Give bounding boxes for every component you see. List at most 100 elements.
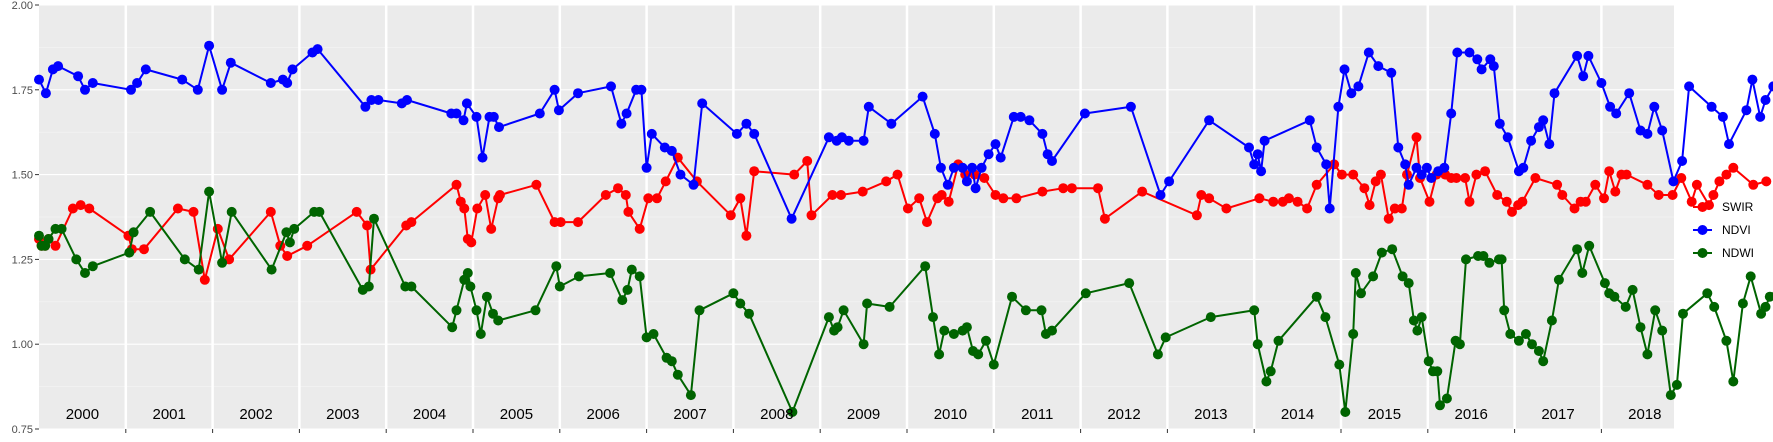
ndwi-point [1320, 312, 1331, 323]
ndwi-point [1340, 407, 1351, 417]
ndvi-point [1488, 61, 1499, 72]
ndwi-point [939, 325, 950, 336]
ndvi-point [1747, 74, 1758, 85]
swir-point [1604, 166, 1615, 177]
ndwi-point [1348, 329, 1359, 339]
ndwi-point [1484, 257, 1495, 268]
ndwi-point [1671, 379, 1682, 390]
ndvi-point [282, 78, 293, 88]
year-label: 2009 [847, 406, 880, 423]
legend-key-point [1697, 225, 1708, 235]
ndvi-point [636, 84, 647, 95]
swir-point [1191, 210, 1202, 221]
ndvi-point [1476, 64, 1487, 75]
ndwi-point [884, 301, 895, 312]
ndvi-point [1741, 105, 1752, 116]
year-label: 2012 [1107, 406, 1140, 423]
ndvi-point [1400, 159, 1411, 170]
swir-point [990, 190, 1001, 200]
ndwi-point [1265, 366, 1276, 377]
swir-point [84, 203, 95, 214]
ndvi-point [1668, 176, 1679, 187]
ndwi-point [1160, 332, 1171, 343]
swir-point [1137, 186, 1148, 197]
swir-point [1714, 176, 1725, 187]
year-label: 2002 [239, 406, 272, 423]
ndvi-point [1403, 179, 1414, 190]
ndvi-point [606, 81, 616, 92]
ndwi-point [475, 329, 486, 339]
ndvi-point [1125, 101, 1136, 112]
ndvi-point [621, 108, 632, 119]
ndvi-point [1339, 64, 1350, 75]
y-tick-label: 0.75 [12, 424, 33, 436]
ndwi-point [1721, 335, 1732, 346]
swir-point [1667, 190, 1678, 200]
ndwi-point [284, 237, 295, 248]
ndwi-point [145, 206, 156, 217]
series-ndwi [34, 186, 1773, 417]
ndvi-point [1416, 169, 1427, 180]
ndvi-point [373, 95, 384, 105]
ndwi-point [1665, 390, 1676, 401]
ndwi-point [289, 223, 300, 234]
ndvi-point [666, 145, 677, 156]
ndwi-point [1527, 339, 1537, 350]
ndwi-point [1249, 305, 1260, 316]
ndwi-point [1728, 376, 1739, 387]
ndvi-point [1677, 156, 1688, 166]
ndwi-point [920, 261, 931, 272]
swir-point [1451, 173, 1462, 183]
ndwi-point [744, 308, 754, 319]
ndvi-point [731, 128, 742, 139]
swir-point [1348, 169, 1359, 180]
ndwi-point [1764, 291, 1773, 302]
swir-point [555, 217, 566, 228]
ndwi-point [1584, 240, 1595, 251]
year-label: 2004 [413, 406, 446, 423]
ndvi-point [1249, 159, 1260, 170]
swir-point [1099, 213, 1110, 224]
ndvi-point [1164, 176, 1175, 187]
swir-point [881, 176, 892, 187]
ndwi-point [666, 356, 677, 367]
swir-point [67, 203, 78, 214]
y-tick-label: 2.00 [12, 0, 33, 12]
ndvi-point [1768, 81, 1773, 92]
swir-point [620, 190, 631, 200]
ndvi-point [990, 139, 1001, 150]
swir-point [406, 217, 417, 228]
ndwi-point [226, 206, 237, 217]
year-label: 2007 [673, 406, 706, 423]
series-ndvi [34, 40, 1773, 224]
ndvi-point [1079, 108, 1090, 119]
ndvi-point [488, 111, 499, 122]
swir-point [1721, 169, 1732, 180]
ndwi-point [128, 227, 139, 238]
swir-point [1058, 183, 1069, 194]
ndwi-point [1635, 322, 1646, 333]
swir-point [902, 203, 913, 214]
ndwi-point [735, 298, 746, 309]
legend-key-point [1697, 202, 1708, 212]
ndwi-point [71, 254, 82, 265]
ndvi-point [976, 162, 987, 173]
swir-point [1375, 169, 1386, 180]
ndwi-point [1403, 278, 1414, 289]
ndwi-point [973, 349, 984, 360]
ndwi-point [1478, 251, 1489, 261]
ndvi-point [360, 101, 371, 112]
ndvi-point [843, 135, 854, 146]
year-label: 2015 [1368, 406, 1401, 423]
ndvi-point [983, 149, 994, 160]
ndwi-point [1020, 305, 1031, 316]
ndwi-point [1416, 312, 1427, 323]
ndwi-point [1387, 244, 1398, 255]
swir-point [1383, 213, 1394, 224]
ndwi-point [1423, 356, 1434, 367]
ndwi-point [471, 305, 482, 316]
ndvi-point [534, 108, 545, 119]
swir-point [1221, 203, 1232, 214]
swir-point [494, 190, 505, 200]
swir-point [1642, 179, 1653, 190]
